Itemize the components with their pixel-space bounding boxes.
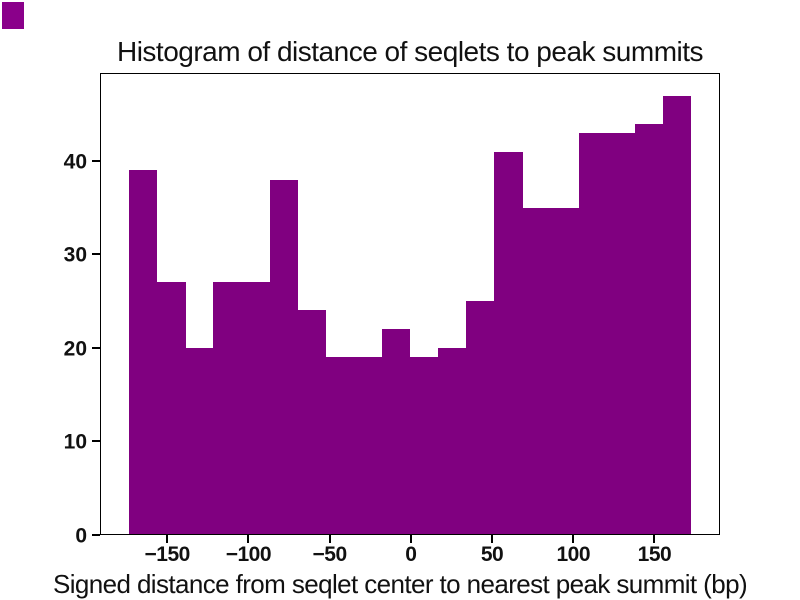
histogram-bar bbox=[185, 347, 214, 534]
x-tick-mark bbox=[409, 535, 412, 543]
x-tick-mark bbox=[572, 535, 575, 543]
x-tick-label: 50 bbox=[480, 543, 504, 566]
histogram-bar bbox=[353, 356, 383, 534]
histogram-bar bbox=[269, 179, 298, 534]
y-tick-label: 30 bbox=[63, 243, 87, 267]
histogram-bar bbox=[129, 170, 158, 534]
x-axis-label: Signed distance from seqlet center to ne… bbox=[52, 569, 748, 599]
histogram-bar bbox=[157, 282, 186, 534]
y-tick-mark bbox=[92, 534, 100, 536]
histogram-bar bbox=[466, 300, 495, 534]
y-tick-label: 20 bbox=[63, 337, 87, 361]
y-tick-mark bbox=[92, 159, 100, 162]
y-axis-ticks: 0 10 20 30 40 bbox=[30, 73, 100, 547]
histogram-bar bbox=[241, 282, 270, 534]
x-tick-label: 100 bbox=[556, 543, 591, 566]
y-tick-label: 10 bbox=[63, 430, 87, 454]
histogram-bar bbox=[606, 133, 636, 534]
y-tick-mark bbox=[92, 346, 100, 349]
y-tick-label: 0 bbox=[75, 524, 87, 548]
x-tick-label: 0 bbox=[405, 543, 417, 566]
x-tick-mark bbox=[653, 535, 656, 543]
histogram-bar bbox=[578, 133, 607, 534]
plot-area bbox=[100, 73, 720, 535]
histogram-bar bbox=[662, 95, 692, 534]
y-tick-mark bbox=[92, 253, 100, 256]
x-tick-mark bbox=[491, 535, 494, 543]
x-tick-label: −100 bbox=[225, 543, 272, 566]
histogram-bar bbox=[494, 151, 523, 534]
histogram-bar bbox=[325, 356, 355, 534]
y-tick-label: 40 bbox=[63, 150, 87, 174]
y-tick-mark bbox=[92, 440, 100, 443]
x-tick-mark bbox=[166, 535, 169, 543]
histogram-bar bbox=[550, 207, 579, 534]
x-tick-label: −50 bbox=[312, 543, 348, 566]
x-axis-ticks: −150 −100 −50 0 50 100 150 bbox=[100, 535, 720, 569]
x-tick-mark bbox=[247, 535, 250, 543]
chart-title: Histogram of distance of seqlets to peak… bbox=[116, 36, 704, 67]
histogram-bar bbox=[410, 356, 439, 534]
x-tick-mark bbox=[328, 535, 331, 543]
histogram-bar bbox=[297, 310, 327, 534]
x-tick-label: 150 bbox=[637, 543, 672, 566]
x-tick-label: −150 bbox=[144, 543, 191, 566]
histogram-bar bbox=[381, 328, 411, 534]
histogram-bar bbox=[522, 207, 551, 534]
histogram-bar bbox=[634, 123, 664, 534]
corner-color-swatch bbox=[2, 2, 24, 29]
histogram-bar bbox=[213, 282, 242, 534]
histogram-bar bbox=[438, 347, 467, 534]
